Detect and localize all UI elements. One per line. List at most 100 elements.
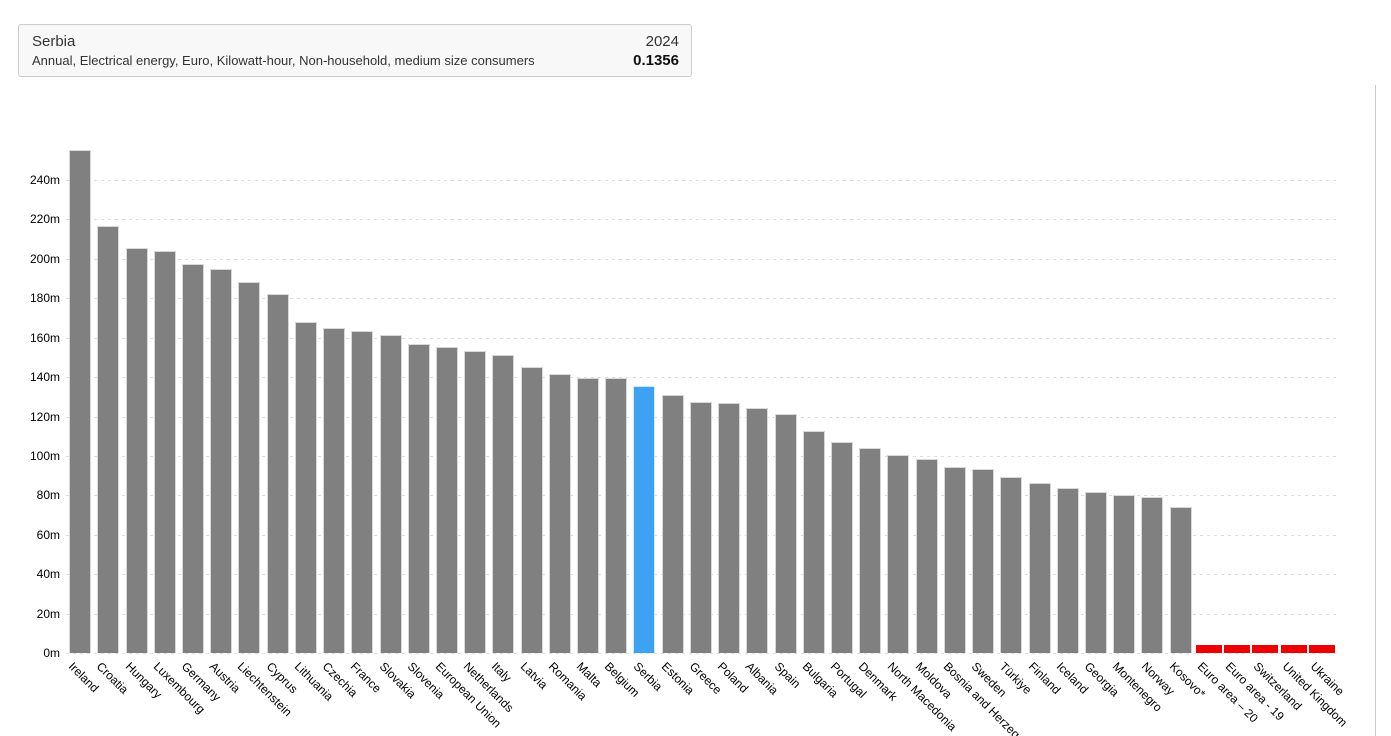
y-tick-label: 240m	[29, 173, 60, 187]
bar-iceland[interactable]	[1056, 488, 1079, 653]
series-value: 0.1356	[633, 52, 679, 69]
bar-slot	[1138, 143, 1166, 653]
bar-sweden[interactable]	[972, 468, 995, 653]
bar-slot	[122, 143, 150, 653]
gridline	[66, 258, 1336, 260]
no-data-mark-united-kingdom[interactable]	[1280, 645, 1307, 653]
gridline	[66, 219, 1336, 221]
bar-serbia[interactable]	[633, 385, 656, 653]
series-info-right: 2024 0.1356	[633, 31, 679, 70]
gridline	[66, 377, 1336, 379]
bar-austria[interactable]	[210, 268, 233, 653]
bar-slovakia[interactable]	[379, 334, 402, 653]
bar-slot	[1082, 143, 1110, 653]
bar-bulgaria[interactable]	[802, 431, 825, 653]
y-tick-label: 200m	[29, 251, 60, 266]
bar-slot	[913, 143, 941, 653]
bar-slot	[461, 143, 489, 653]
no-data-mark-euro-area-20[interactable]	[1195, 645, 1222, 653]
bar-slot	[659, 143, 687, 653]
bar-hungary[interactable]	[125, 248, 148, 653]
y-tick-label: 160m	[29, 330, 60, 345]
y-tick-label: 80m	[36, 488, 60, 503]
bar-france[interactable]	[351, 330, 374, 653]
bar-slot	[1167, 143, 1195, 653]
bar-montenegro[interactable]	[1113, 495, 1136, 653]
series-title: Serbia	[32, 33, 76, 50]
bar-lithuania[interactable]	[294, 321, 317, 653]
bar-slot	[151, 143, 179, 653]
bar-slot	[969, 143, 997, 653]
bar-slot	[405, 143, 433, 653]
bar-slot	[546, 143, 574, 653]
bar-slot	[856, 143, 884, 653]
bar-germany[interactable]	[181, 263, 204, 653]
bar-european-union[interactable]	[435, 346, 458, 653]
bar-bosnia-and-herzegovina[interactable]	[943, 466, 966, 653]
no-data-mark-euro-area-19[interactable]	[1224, 645, 1251, 653]
gridline	[66, 653, 1336, 654]
bar-slot	[320, 143, 348, 653]
bar-romania[interactable]	[548, 374, 571, 653]
bar-latvia[interactable]	[520, 367, 543, 653]
bar-slot	[687, 143, 715, 653]
bar-slot	[1251, 143, 1279, 653]
series-info-left: Serbia Annual, Electrical energy, Euro, …	[32, 31, 535, 70]
bar-slot	[715, 143, 743, 653]
bar-czechia[interactable]	[323, 327, 346, 653]
bar-italy[interactable]	[492, 355, 515, 653]
bar-spain[interactable]	[774, 413, 797, 653]
bar-cyprus[interactable]	[266, 294, 289, 653]
bar-belgium[interactable]	[605, 378, 628, 653]
bar-slot	[602, 143, 630, 653]
bar-portugal[interactable]	[831, 442, 854, 653]
y-tick-label: 220m	[29, 212, 60, 227]
y-tick-label: 40m	[36, 567, 60, 582]
y-tick-label: 60m	[36, 527, 60, 542]
bar-slot	[1279, 143, 1307, 653]
gridline	[66, 337, 1336, 339]
bar-slot	[1054, 143, 1082, 653]
bar-slot	[433, 143, 461, 653]
y-tick-label: 100m	[29, 448, 60, 463]
bar-slot	[1308, 143, 1336, 653]
bar-denmark[interactable]	[859, 448, 882, 653]
bar-luxembourg[interactable]	[153, 250, 176, 653]
series-year: 2024	[645, 33, 679, 50]
bar-slot	[94, 143, 122, 653]
bar-croatia[interactable]	[97, 226, 120, 653]
bar-slot	[771, 143, 799, 653]
bar-ireland[interactable]	[69, 150, 92, 653]
bar-slovenia[interactable]	[407, 343, 430, 653]
bar-estonia[interactable]	[661, 394, 684, 653]
bar-albania[interactable]	[746, 407, 769, 653]
bar-poland[interactable]	[718, 402, 741, 653]
bar-north-macedonia[interactable]	[887, 454, 910, 653]
bar-kosovo[interactable]	[1169, 507, 1192, 653]
bar-slot	[1110, 143, 1138, 653]
bar-slot	[518, 143, 546, 653]
bar-slot	[828, 143, 856, 653]
bar-slot	[235, 143, 263, 653]
bar-georgia[interactable]	[1084, 492, 1107, 653]
no-data-mark-ukraine[interactable]	[1308, 645, 1335, 653]
bar-moldova[interactable]	[915, 458, 938, 653]
bar-slot	[1025, 143, 1053, 653]
bar-malta[interactable]	[577, 378, 600, 653]
bar-greece[interactable]	[689, 401, 712, 653]
bar-slot	[884, 143, 912, 653]
bar-netherlands[interactable]	[464, 351, 487, 653]
bar-slot	[743, 143, 771, 653]
bar-slot	[630, 143, 658, 653]
bar-finland[interactable]	[1028, 482, 1051, 653]
bar-norway[interactable]	[1141, 497, 1164, 653]
bar-slot	[941, 143, 969, 653]
no-data-mark-switzerland[interactable]	[1252, 645, 1279, 653]
x-tick-label-latvia: Latvia	[517, 659, 551, 692]
bar-t-rkiye[interactable]	[1000, 476, 1023, 653]
bar-slot	[800, 143, 828, 653]
bar-slot	[66, 143, 94, 653]
bar-slot	[489, 143, 517, 653]
bar-liechtenstein[interactable]	[238, 281, 261, 653]
